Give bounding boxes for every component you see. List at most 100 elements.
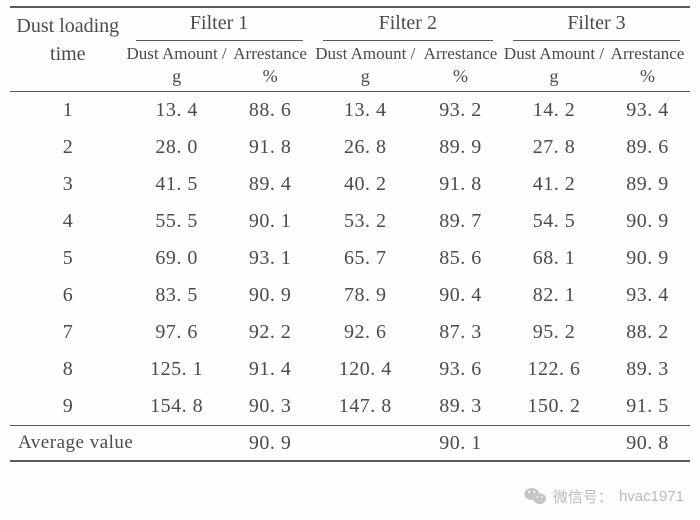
avg-f2d bbox=[313, 426, 418, 462]
col-f1-arr-unit: % bbox=[228, 65, 313, 92]
cell-f1d: 154. 8 bbox=[126, 388, 228, 426]
cell-f1d: 69. 0 bbox=[126, 240, 228, 277]
col-dust-loading-l1: Dust loading bbox=[10, 7, 126, 41]
cell-f2a: 93. 6 bbox=[418, 351, 503, 388]
cell-f3a: 88. 2 bbox=[605, 314, 690, 351]
cell-f3a: 89. 3 bbox=[605, 351, 690, 388]
cell-f1a: 89. 4 bbox=[228, 166, 313, 203]
footer-label: 微信号： bbox=[553, 486, 613, 507]
cell-f3d: 14. 2 bbox=[503, 92, 605, 130]
cell-t: 9 bbox=[10, 388, 126, 426]
col-dust-loading-l2: time bbox=[10, 41, 126, 65]
cell-t: 8 bbox=[10, 351, 126, 388]
cell-f1a: 92. 2 bbox=[228, 314, 313, 351]
col-f1-dust-label: Dust Amount / bbox=[126, 41, 228, 65]
cell-t: 1 bbox=[10, 92, 126, 130]
cell-f2d: 40. 2 bbox=[313, 166, 418, 203]
wechat-icon bbox=[523, 484, 547, 508]
cell-f2d: 13. 4 bbox=[313, 92, 418, 130]
table-row: 683. 590. 978. 990. 482. 193. 4 bbox=[10, 277, 690, 314]
col-f2-arr-label: Arrestance bbox=[418, 41, 503, 65]
cell-f3d: 95. 2 bbox=[503, 314, 605, 351]
avg-f2a: 90. 1 bbox=[418, 426, 503, 462]
footer-handle: hvac1971 bbox=[619, 488, 684, 505]
col-f3-arr-unit: % bbox=[605, 65, 690, 92]
cell-t: 2 bbox=[10, 129, 126, 166]
cell-f1d: 83. 5 bbox=[126, 277, 228, 314]
cell-f1d: 41. 5 bbox=[126, 166, 228, 203]
cell-f1d: 28. 0 bbox=[126, 129, 228, 166]
cell-f3a: 93. 4 bbox=[605, 277, 690, 314]
cell-f3a: 90. 9 bbox=[605, 203, 690, 240]
avg-f1a: 90. 9 bbox=[228, 426, 313, 462]
table-row: 341. 589. 440. 291. 841. 289. 9 bbox=[10, 166, 690, 203]
table-row: 569. 093. 165. 785. 668. 190. 9 bbox=[10, 240, 690, 277]
average-label: Average value bbox=[10, 426, 228, 462]
cell-t: 6 bbox=[10, 277, 126, 314]
cell-f3d: 41. 2 bbox=[503, 166, 605, 203]
avg-f3d bbox=[503, 426, 605, 462]
col-f2-arr-unit: % bbox=[418, 65, 503, 92]
cell-f3a: 89. 6 bbox=[605, 129, 690, 166]
col-group-filter1: Filter 1 bbox=[126, 7, 313, 41]
cell-f2d: 120. 4 bbox=[313, 351, 418, 388]
cell-f3d: 150. 2 bbox=[503, 388, 605, 426]
cell-f2a: 85. 6 bbox=[418, 240, 503, 277]
cell-f3a: 93. 4 bbox=[605, 92, 690, 130]
cell-f3d: 82. 1 bbox=[503, 277, 605, 314]
cell-f3d: 122. 6 bbox=[503, 351, 605, 388]
cell-f2a: 89. 3 bbox=[418, 388, 503, 426]
table-row: 113. 488. 613. 493. 214. 293. 4 bbox=[10, 92, 690, 130]
cell-f3d: 54. 5 bbox=[503, 203, 605, 240]
col-f3-dust-label: Dust Amount / bbox=[503, 41, 605, 65]
cell-f2a: 91. 8 bbox=[418, 166, 503, 203]
cell-f1d: 13. 4 bbox=[126, 92, 228, 130]
avg-f3a: 90. 8 bbox=[605, 426, 690, 462]
col-group-filter3: Filter 3 bbox=[503, 7, 690, 41]
col-f1-dust-unit: g bbox=[126, 65, 228, 92]
cell-f1a: 90. 3 bbox=[228, 388, 313, 426]
watermark-footer: 微信号： hvac1971 bbox=[523, 484, 684, 508]
cell-f2a: 90. 4 bbox=[418, 277, 503, 314]
cell-f2d: 92. 6 bbox=[313, 314, 418, 351]
cell-f1d: 125. 1 bbox=[126, 351, 228, 388]
col-group-filter2: Filter 2 bbox=[313, 7, 503, 41]
table-container: Dust loading Filter 1 Filter 2 Filter 3 … bbox=[0, 0, 700, 462]
cell-t: 3 bbox=[10, 166, 126, 203]
cell-f1a: 88. 6 bbox=[228, 92, 313, 130]
cell-f2d: 26. 8 bbox=[313, 129, 418, 166]
cell-f1a: 93. 1 bbox=[228, 240, 313, 277]
cell-f2a: 93. 2 bbox=[418, 92, 503, 130]
cell-f2d: 65. 7 bbox=[313, 240, 418, 277]
cell-f2d: 147. 8 bbox=[313, 388, 418, 426]
cell-f3a: 90. 9 bbox=[605, 240, 690, 277]
col-f3-arr-label: Arrestance bbox=[605, 41, 690, 65]
cell-f2a: 87. 3 bbox=[418, 314, 503, 351]
cell-f1a: 90. 1 bbox=[228, 203, 313, 240]
cell-f3a: 89. 9 bbox=[605, 166, 690, 203]
table-row-average: Average value 90. 9 90. 1 90. 8 bbox=[10, 426, 690, 462]
table-row: 455. 590. 153. 289. 754. 590. 9 bbox=[10, 203, 690, 240]
table-row: 797. 692. 292. 687. 395. 288. 2 bbox=[10, 314, 690, 351]
cell-f3d: 68. 1 bbox=[503, 240, 605, 277]
cell-t: 4 bbox=[10, 203, 126, 240]
cell-f1a: 90. 9 bbox=[228, 277, 313, 314]
table-row: 8125. 191. 4120. 493. 6122. 689. 3 bbox=[10, 351, 690, 388]
col-f3-dust-unit: g bbox=[503, 65, 605, 92]
table-row: 9154. 890. 3147. 889. 3150. 291. 5 bbox=[10, 388, 690, 426]
cell-f2a: 89. 7 bbox=[418, 203, 503, 240]
cell-t: 5 bbox=[10, 240, 126, 277]
cell-f2d: 53. 2 bbox=[313, 203, 418, 240]
cell-f1d: 55. 5 bbox=[126, 203, 228, 240]
cell-f2d: 78. 9 bbox=[313, 277, 418, 314]
cell-t: 7 bbox=[10, 314, 126, 351]
col-f2-dust-unit: g bbox=[313, 65, 418, 92]
cell-f3d: 27. 8 bbox=[503, 129, 605, 166]
cell-f1a: 91. 8 bbox=[228, 129, 313, 166]
col-f2-dust-label: Dust Amount / bbox=[313, 41, 418, 65]
table-row: 228. 091. 826. 889. 927. 889. 6 bbox=[10, 129, 690, 166]
col-blank bbox=[10, 65, 126, 92]
col-f1-arr-label: Arrestance bbox=[228, 41, 313, 65]
cell-f1d: 97. 6 bbox=[126, 314, 228, 351]
cell-f1a: 91. 4 bbox=[228, 351, 313, 388]
